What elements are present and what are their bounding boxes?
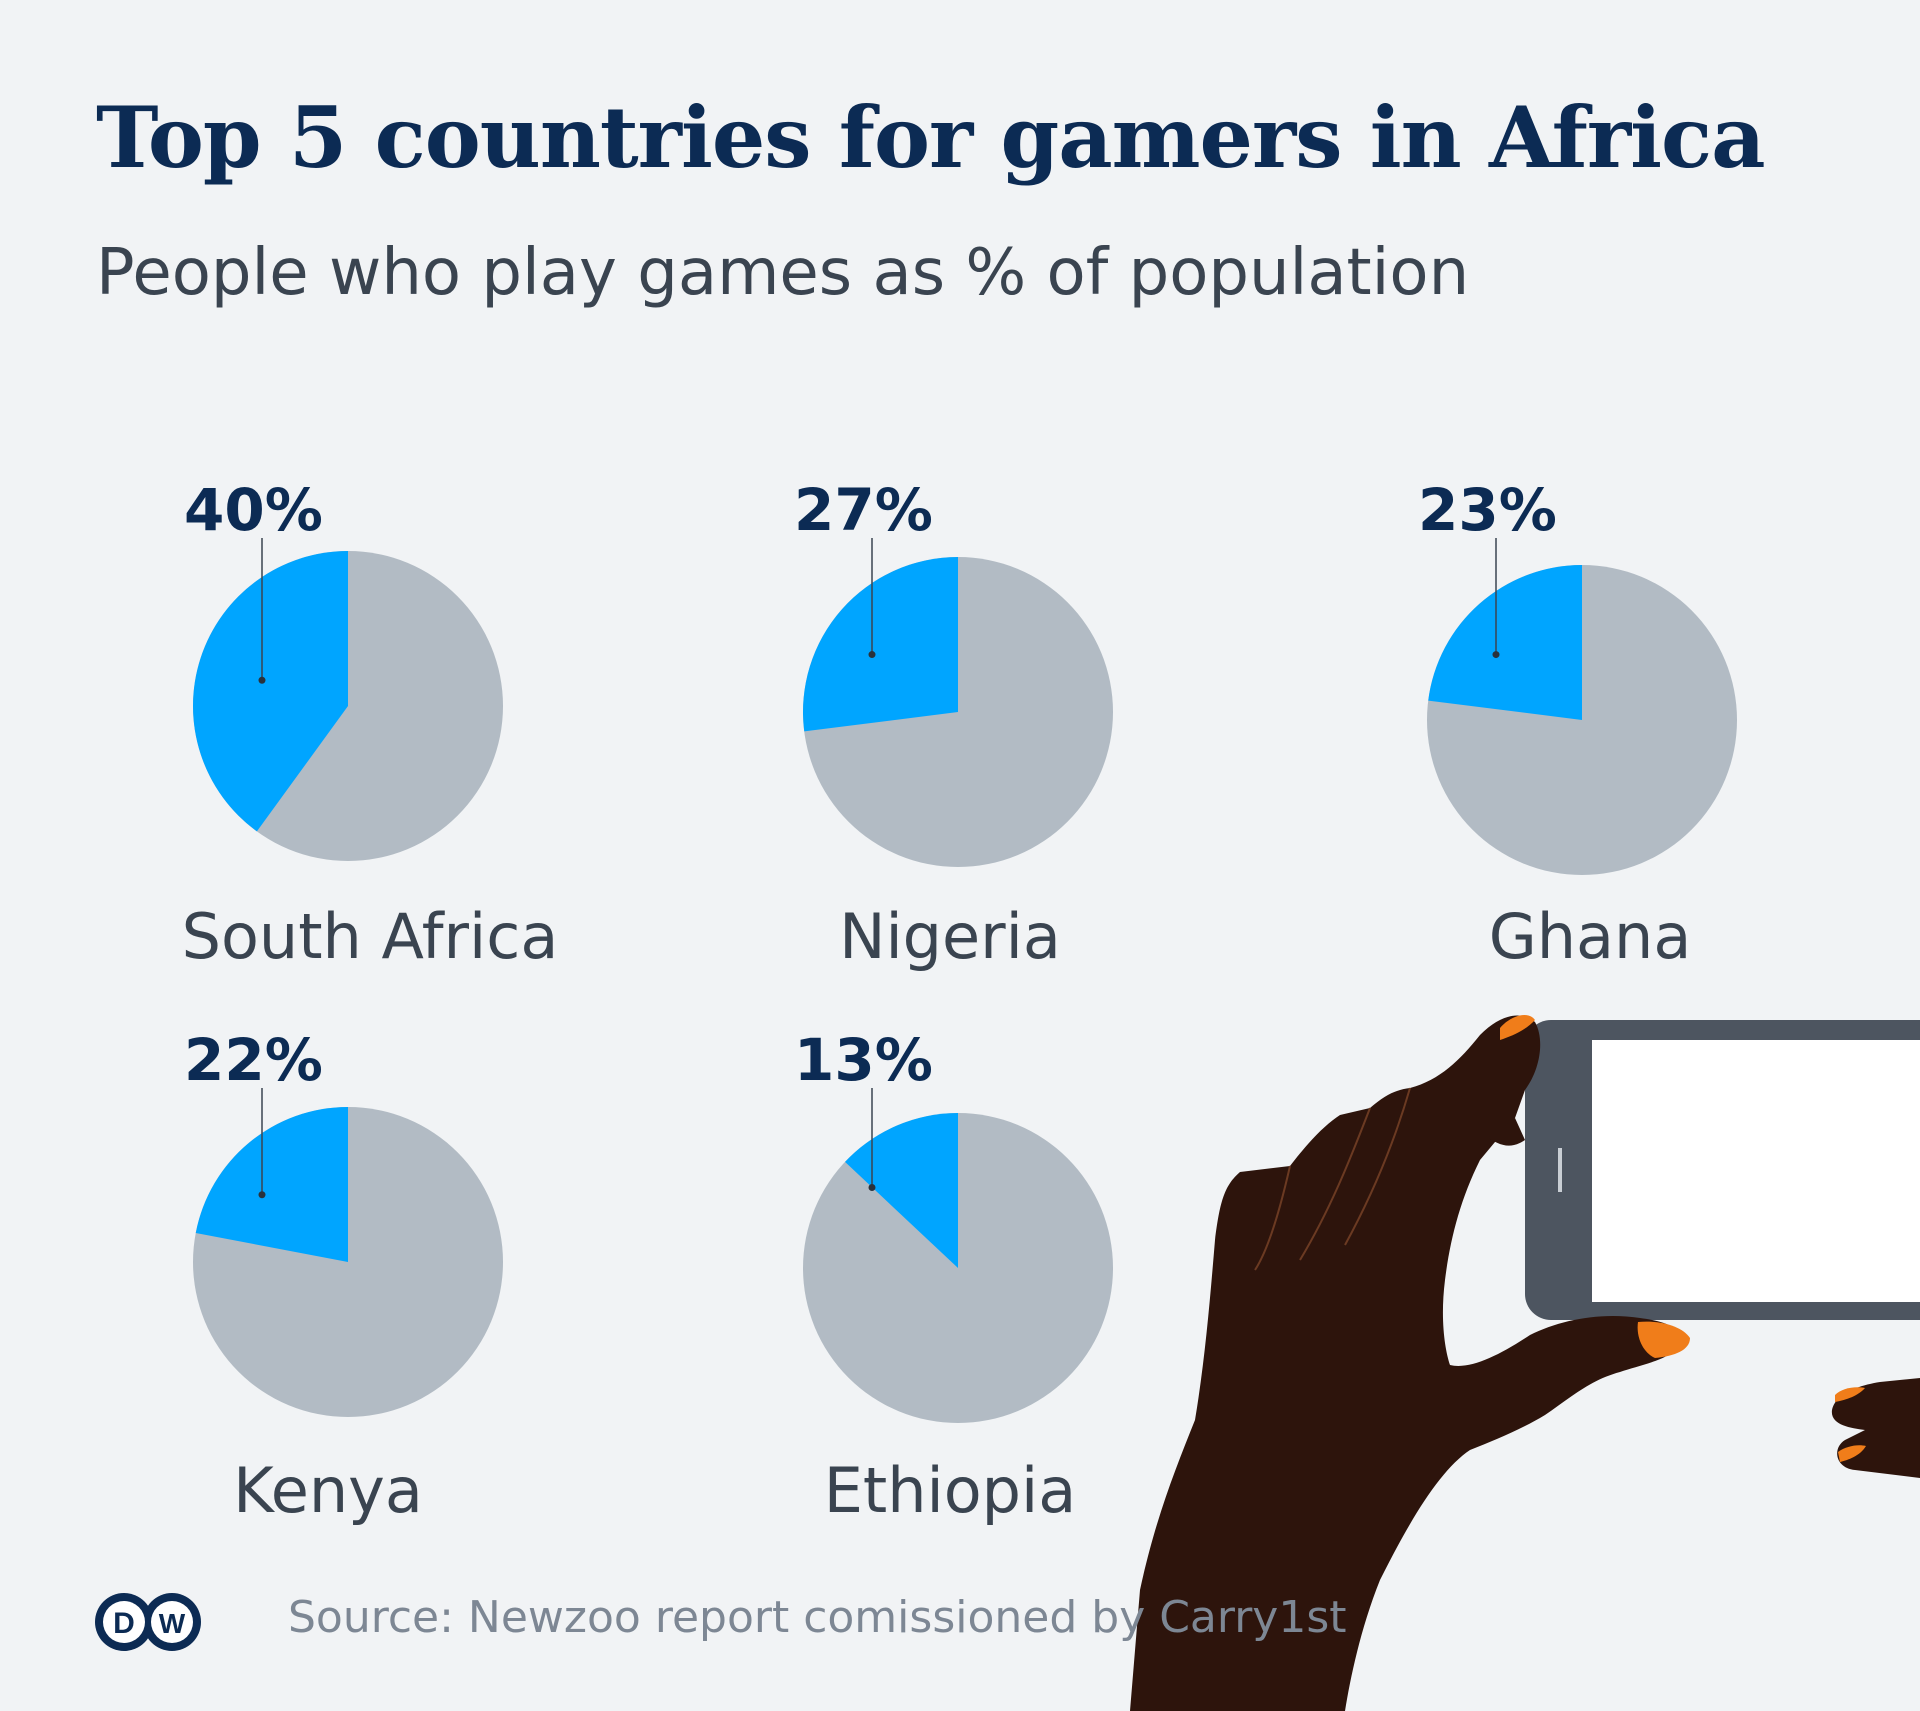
pie-slice-ghana [1428, 565, 1582, 720]
value-label-ghana: 23% [1418, 476, 1557, 544]
dw-logo: D W [95, 1593, 201, 1651]
pie-slice-south-africa [192, 551, 348, 832]
leader-dot-kenya [258, 1191, 266, 1199]
category-label-ethiopia: Ethiopia [824, 1454, 1077, 1527]
svg-text:W: W [159, 1608, 186, 1639]
pie-nigeria: 27% Nigeria [794, 476, 1113, 973]
category-label-ghana: Ghana [1489, 900, 1692, 973]
pie-ghana: 23% Ghana [1418, 476, 1737, 973]
pie-south-africa: 40% South Africa [182, 476, 559, 973]
svg-text:D: D [113, 1607, 135, 1640]
leader-dot-ethiopia [868, 1183, 876, 1191]
value-label-south-africa: 40% [184, 476, 323, 544]
leader-dot-south-africa [258, 676, 266, 684]
pie-ethiopia: 13% Ethiopia [794, 1026, 1113, 1527]
category-label-kenya: Kenya [233, 1454, 423, 1527]
pie-slice-kenya [195, 1107, 348, 1262]
category-label-south-africa: South Africa [182, 900, 559, 973]
value-label-ethiopia: 13% [794, 1026, 933, 1094]
chart-title: Top 5 countries for gamers in Africa [96, 88, 1766, 187]
source-note: Source: Newzoo report comissioned by Car… [288, 1592, 1347, 1643]
leader-dot-nigeria [868, 651, 876, 659]
chart-subtitle: People who play games as % of population [96, 236, 1470, 310]
category-label-nigeria: Nigeria [839, 900, 1061, 973]
pie-slice-nigeria [802, 556, 958, 732]
pie-kenya: 22% Kenya [184, 1026, 503, 1527]
pie-slice-ethiopia [845, 1113, 958, 1268]
value-label-nigeria: 27% [794, 476, 933, 544]
value-label-kenya: 22% [184, 1026, 323, 1094]
leader-dot-ghana [1492, 651, 1500, 659]
